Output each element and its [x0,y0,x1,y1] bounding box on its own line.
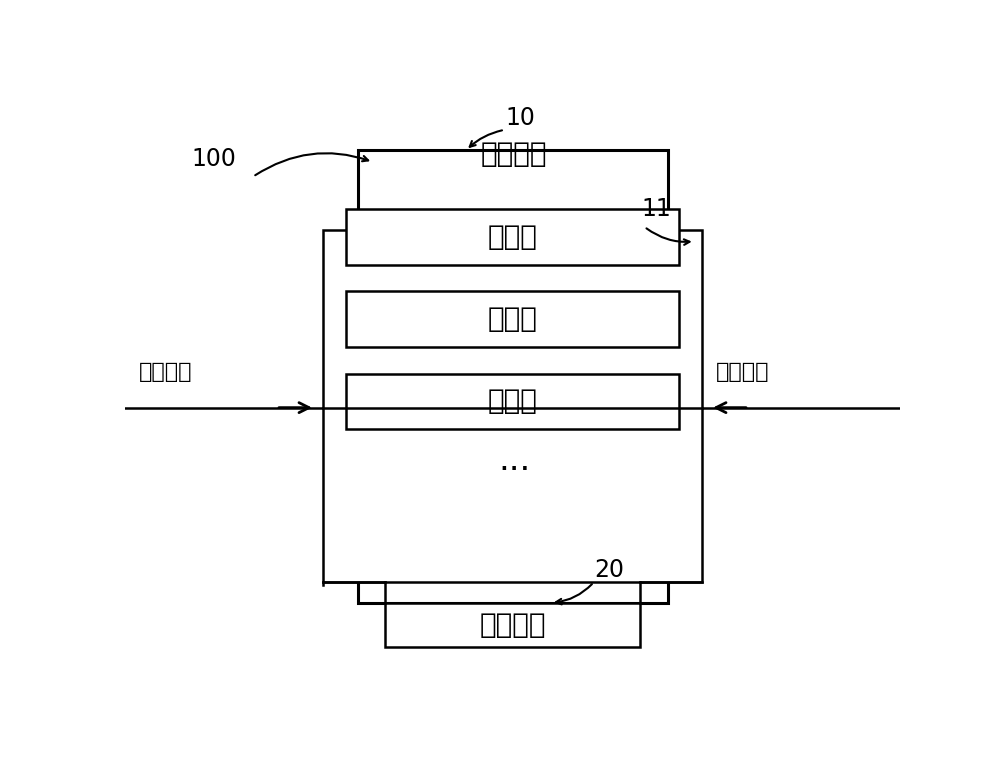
Text: 20: 20 [594,559,624,582]
Text: ···: ··· [498,454,530,487]
Bar [358,150,668,603]
Text: 10: 10 [505,106,535,130]
Text: 进入信号: 进入信号 [139,362,192,382]
Bar [323,230,702,582]
Bar [346,209,679,265]
Text: 放大器: 放大器 [488,223,537,251]
Text: 进入信号: 进入信号 [716,362,769,382]
Text: 放大电路: 放大电路 [481,140,547,169]
Bar [346,291,679,347]
Bar [385,603,640,647]
Text: 放大器: 放大器 [488,305,537,333]
Text: 放大器: 放大器 [488,388,537,416]
Text: 控制电路: 控制电路 [479,610,546,639]
Text: 11: 11 [641,197,671,221]
Bar [346,374,679,430]
Text: 100: 100 [192,147,237,171]
